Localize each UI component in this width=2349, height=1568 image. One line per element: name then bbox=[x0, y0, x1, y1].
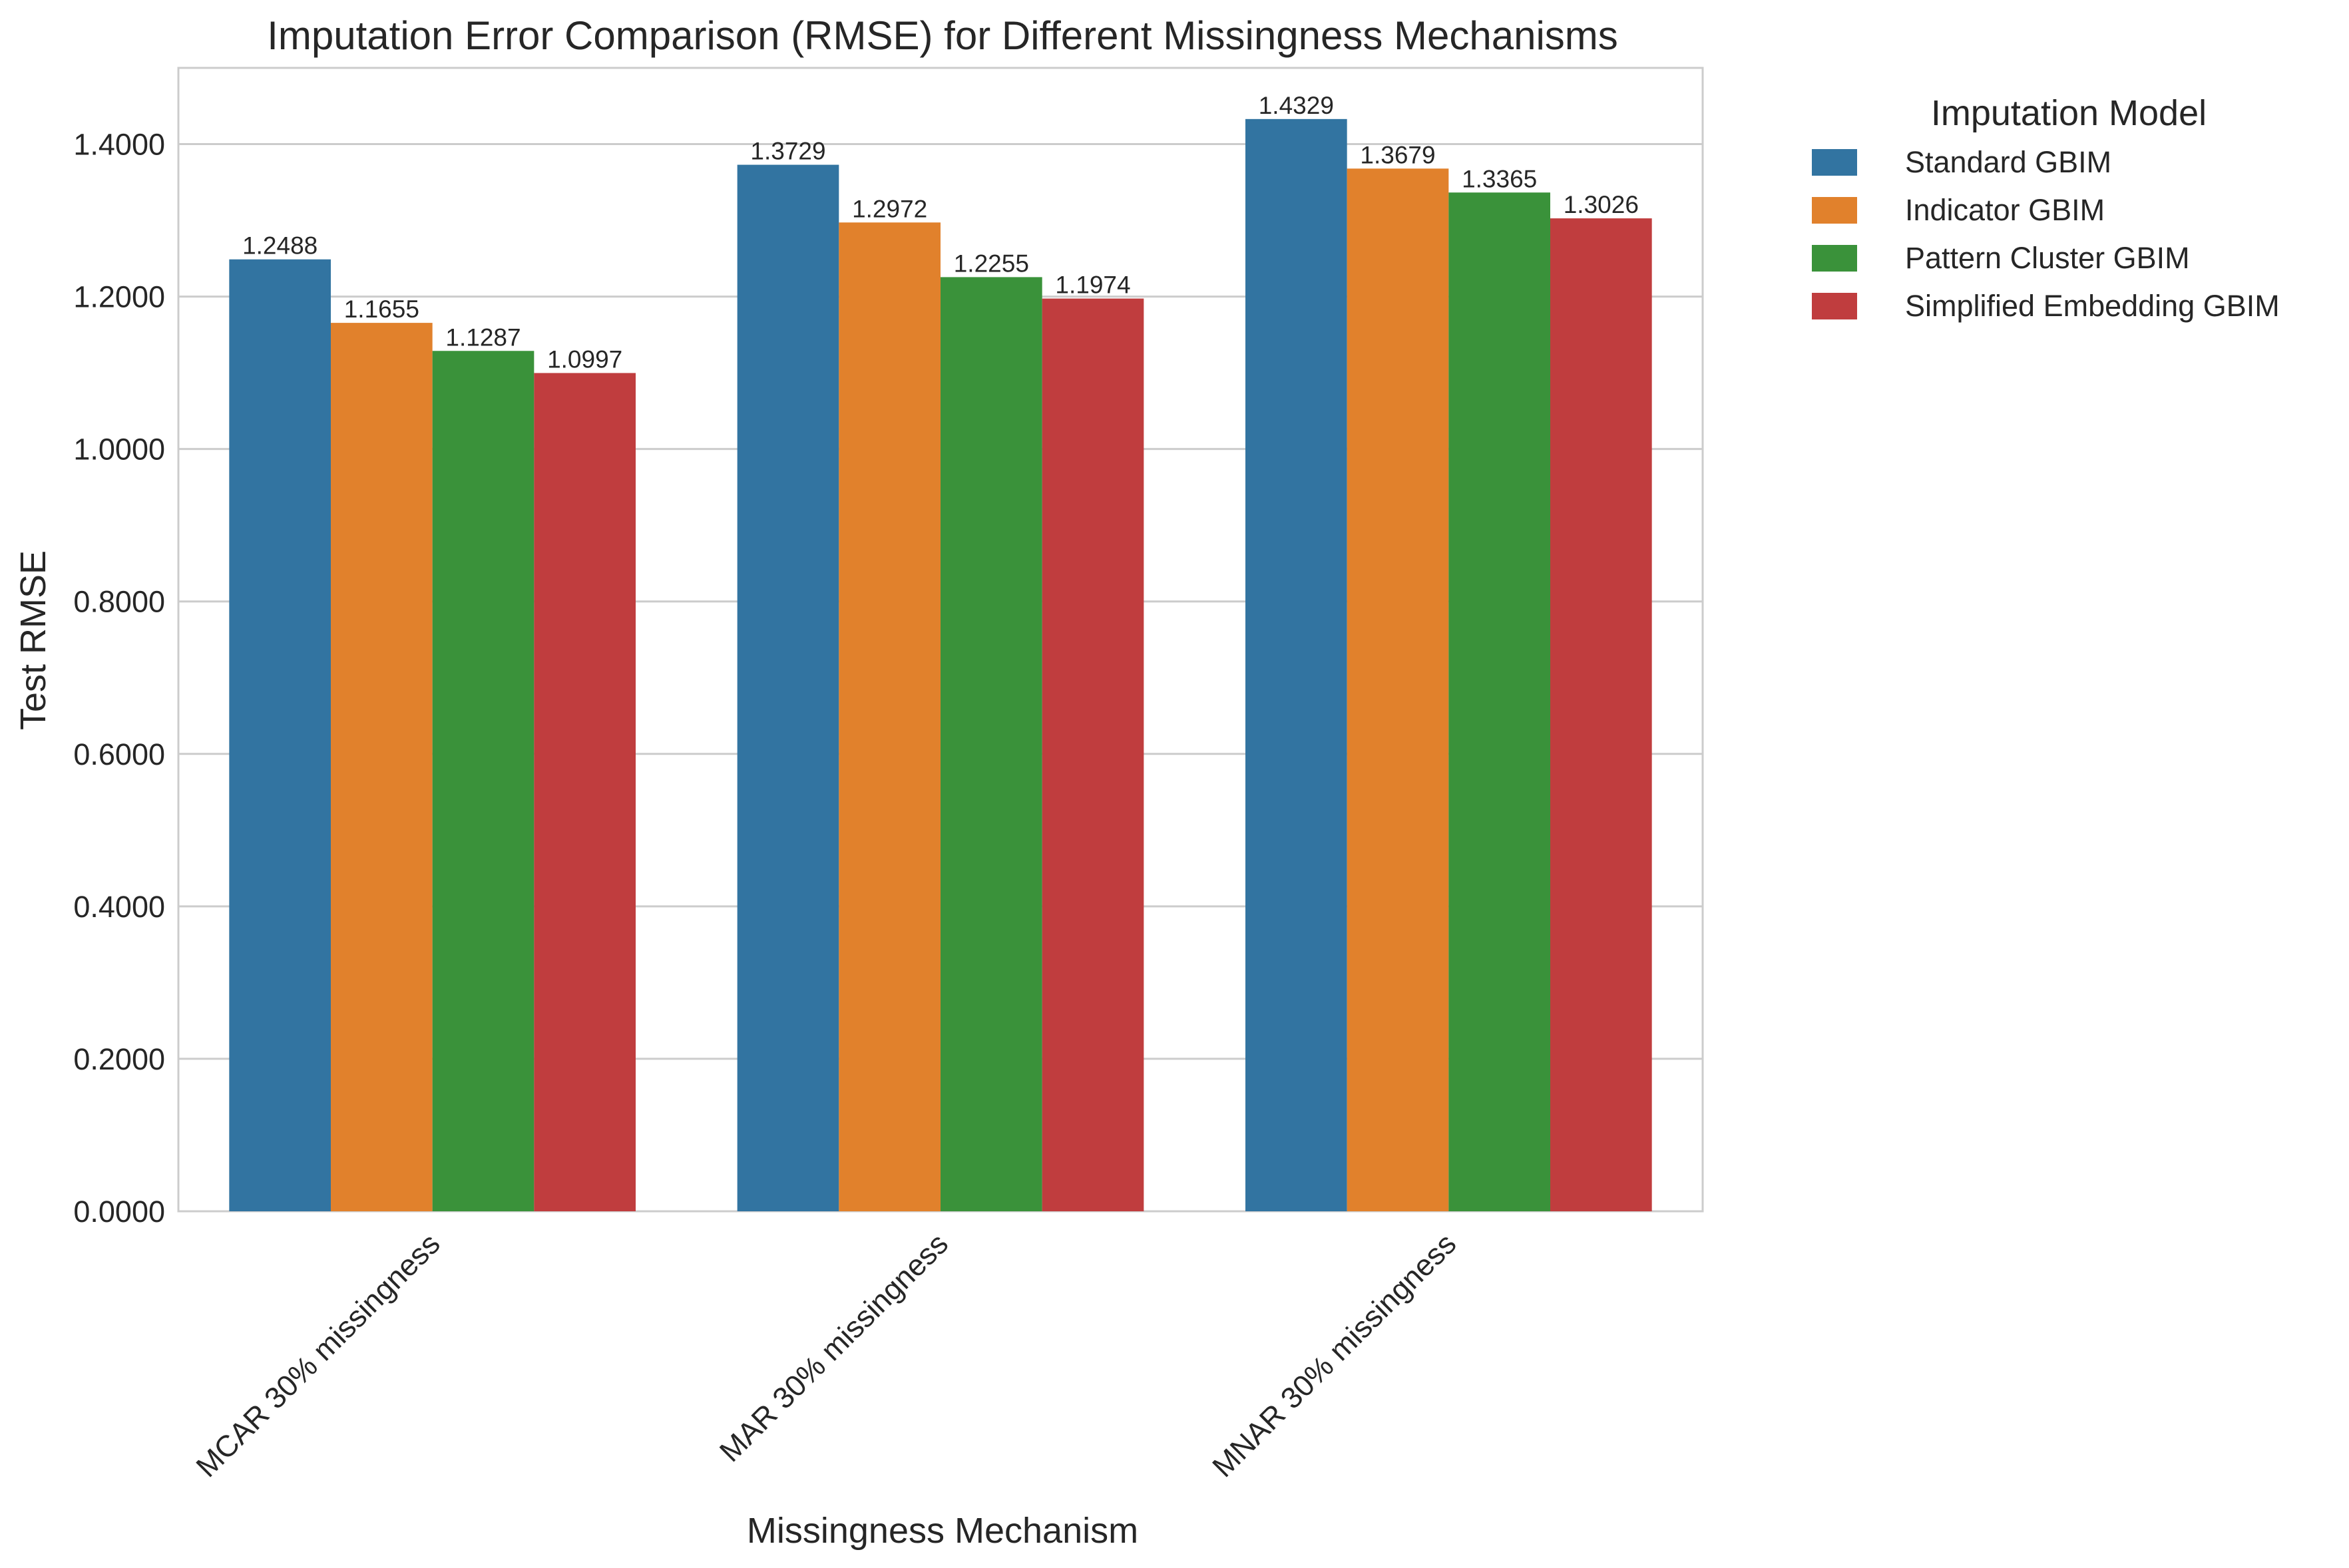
y-tick-label: 0.4000 bbox=[73, 890, 165, 924]
data-label: 1.2488 bbox=[242, 232, 318, 260]
bar bbox=[534, 373, 636, 1211]
y-tick-label: 1.4000 bbox=[73, 128, 165, 162]
chart-title: Imputation Error Comparison (RMSE) for D… bbox=[267, 13, 1618, 58]
y-axis-label: Test RMSE bbox=[13, 550, 53, 730]
bar bbox=[737, 164, 839, 1211]
legend-label: Indicator GBIM bbox=[1905, 193, 2105, 227]
bar bbox=[432, 351, 534, 1212]
legend-title: Imputation Model bbox=[1931, 93, 2207, 133]
bar bbox=[1245, 118, 1347, 1212]
legend-swatch bbox=[1812, 245, 1857, 272]
data-label: 1.2255 bbox=[954, 250, 1029, 277]
bar bbox=[941, 277, 1042, 1211]
data-label: 1.3679 bbox=[1360, 141, 1435, 168]
legend: Imputation Model Standard GBIM Indicator … bbox=[1812, 93, 2280, 323]
bar bbox=[1550, 218, 1652, 1211]
data-label: 1.1974 bbox=[1055, 272, 1130, 299]
legend-swatch bbox=[1812, 293, 1857, 319]
bar bbox=[839, 222, 941, 1212]
data-label: 1.0997 bbox=[547, 345, 622, 373]
legend-label: Simplified Embedding GBIM bbox=[1905, 289, 2280, 323]
data-label: 1.2972 bbox=[852, 195, 927, 222]
y-tick-label: 1.0000 bbox=[73, 433, 165, 467]
data-label: 1.4329 bbox=[1259, 92, 1334, 119]
data-label: 1.1287 bbox=[445, 323, 521, 351]
bars bbox=[229, 118, 1652, 1212]
data-labels: 1.2488 1.3729 1.4329 1.1655 1.2972 1.3679 1.12… bbox=[242, 92, 1639, 373]
data-label: 1.1655 bbox=[344, 295, 419, 323]
y-axis-ticks: 0.0000 0.2000 0.4000 0.6000 0.8000 1.0000 1.20… bbox=[73, 128, 165, 1229]
bar bbox=[1042, 298, 1144, 1211]
legend-label: Standard GBIM bbox=[1905, 145, 2111, 179]
legend-swatch bbox=[1812, 149, 1857, 176]
y-tick-label: 0.6000 bbox=[73, 737, 165, 771]
bar bbox=[1347, 168, 1449, 1211]
x-axis-label: Missingness Mechanism bbox=[747, 1511, 1138, 1551]
y-tick-label: 1.2000 bbox=[73, 280, 165, 314]
data-label: 1.3729 bbox=[750, 138, 825, 165]
bar bbox=[331, 323, 433, 1211]
data-label: 1.3365 bbox=[1462, 165, 1537, 192]
legend-swatch bbox=[1812, 197, 1857, 224]
bar bbox=[1448, 192, 1550, 1212]
y-tick-label: 0.0000 bbox=[73, 1195, 165, 1229]
y-tick-label: 0.2000 bbox=[73, 1042, 165, 1076]
legend-label: Pattern Cluster GBIM bbox=[1905, 241, 2190, 275]
legend-items: Standard GBIM Indicator GBIM Pattern Clust… bbox=[1812, 145, 2280, 323]
data-label: 1.3026 bbox=[1564, 191, 1639, 218]
bar bbox=[229, 259, 331, 1211]
y-tick-label: 0.8000 bbox=[73, 585, 165, 619]
